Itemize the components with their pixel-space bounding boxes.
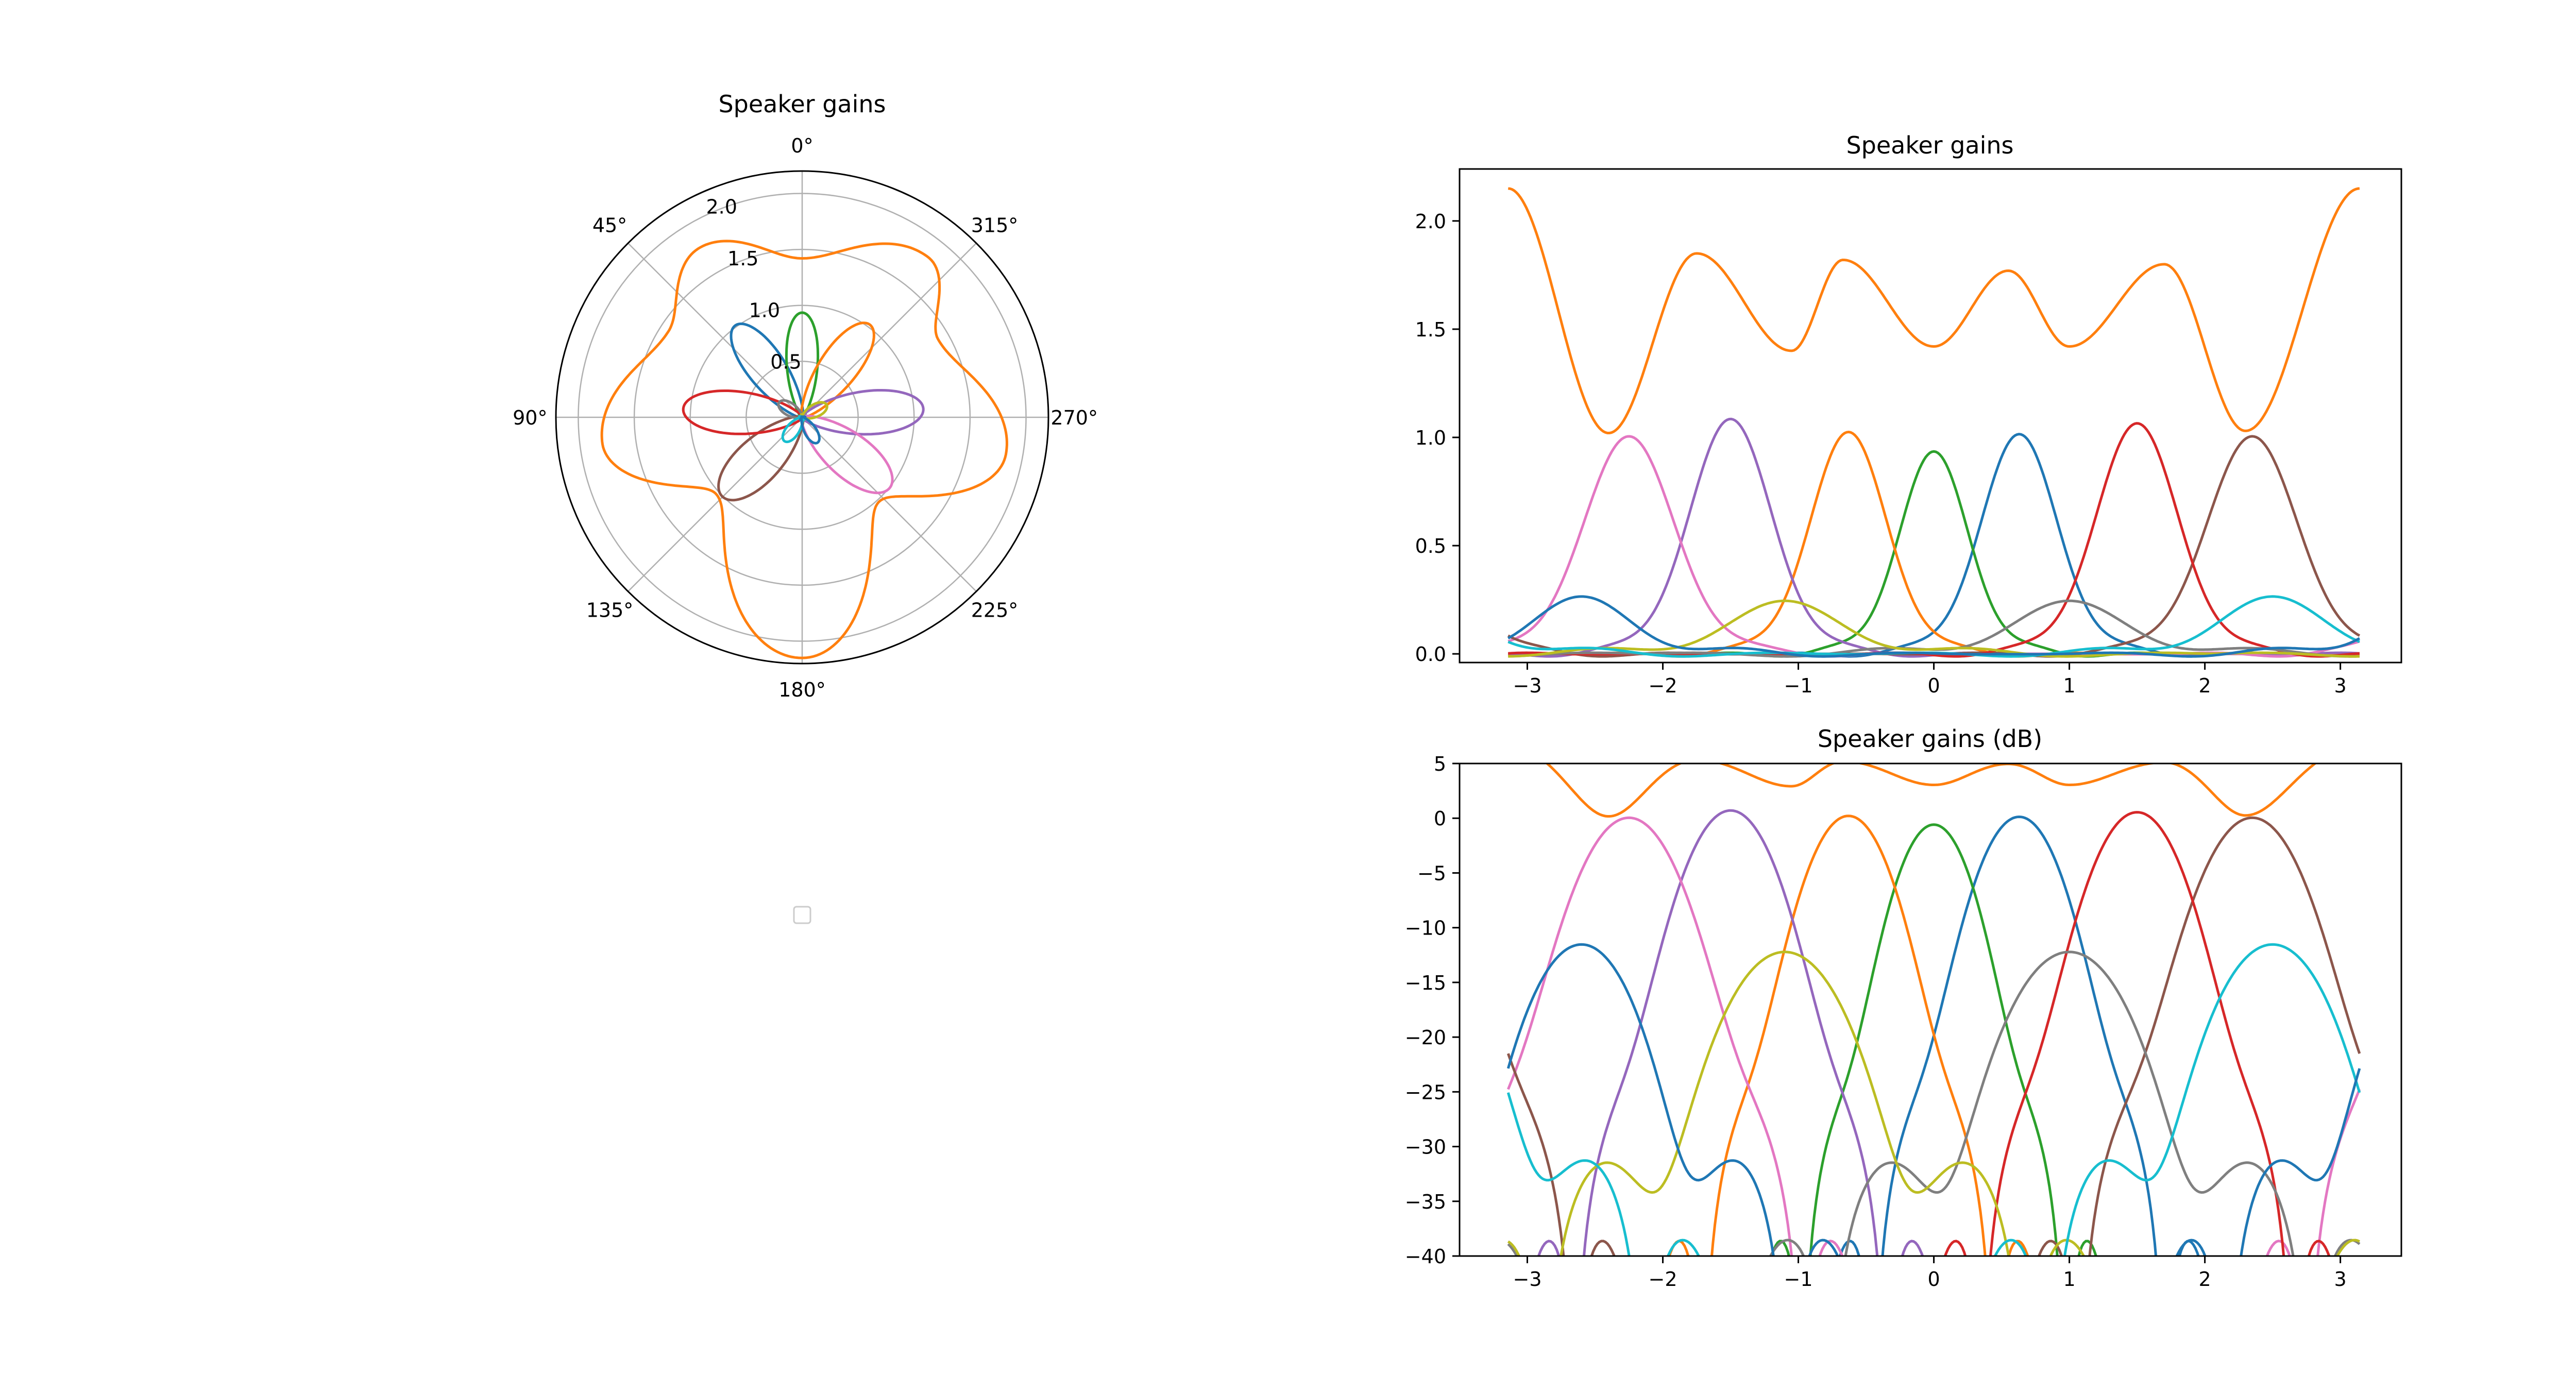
db-series-line-lobe-10 [1506,943,2361,1256]
db-x-tick-label: −3 [1513,1268,1541,1291]
db-series-line-lobe-4 [1506,816,2361,1256]
polar-series-line-lobe-9 [781,415,805,444]
polar-theta-tick-label: 90° [513,406,547,429]
db-series-line-lobe-6 [1943,811,2331,1256]
db-y-tick-label: −5 [1417,862,1446,885]
gain-y-tick-label: 0.0 [1415,643,1446,666]
db-y-tick-label: 0 [1434,807,1446,830]
gain-y-tick-label: 1.5 [1415,318,1446,341]
gain-y-tick-label: 0.5 [1415,535,1446,557]
polar-r-tick-label: 1.0 [749,299,780,321]
db-series-line-lobe-3 [1537,809,1924,1256]
gain-x-tick-label: 0 [1927,674,1940,697]
gain-series-line-sum [1507,187,2360,434]
polar-plot: Speaker gains 0.5 1.0 1.5 2.0 0° 45° 90° 135° 1… [513,90,1098,924]
db-x-tick-label: 2 [2199,1268,2211,1291]
db-series [1506,764,2361,1256]
gain-plot: Speaker gains −3 −2 −1 0 1 2 3 0.0 0.5 1.0 1.5 2.0 [1415,131,2402,697]
db-x-tick-label: 0 [1927,1268,1940,1291]
gain-series-line-lobe-8 [1508,599,2360,658]
db-y-tick-label: −10 [1405,917,1446,940]
polar-series-line-sum [600,240,1008,659]
db-x-tick-label: 3 [2334,1268,2347,1291]
gain-x-tick-label: 2 [2199,674,2211,697]
gain-plot-frame [1459,168,2402,664]
polar-theta-tick-label: 45° [592,214,627,237]
db-y-tick-label: −15 [1405,972,1446,994]
db-y-tick-label: 5 [1434,753,1446,775]
db-x-tick-label: −1 [1784,1268,1813,1291]
db-x-tick-label: −2 [1649,1268,1677,1291]
polar-r-ticks: 0.5 1.0 1.5 2.0 [706,196,801,374]
gain-plot-title: Speaker gains [1846,131,2013,159]
polar-theta-gridline [628,417,803,592]
db-y-tick-label: −35 [1405,1191,1446,1213]
db-y-tick-label: −40 [1405,1245,1446,1268]
db-y-ticks: 5 0 −5 −10 −15 −20 −25 −30 −35 −40 [1405,753,1460,1268]
polar-r-tick-label: 1.5 [727,247,758,270]
gain-y-ticks: 0.0 0.5 1.0 1.5 2.0 [1415,210,1460,666]
polar-theta-ticks: 0° 45° 90° 135° 180° 225° 270° 315° [513,134,1098,701]
polar-r-tick-label: 2.0 [706,196,737,218]
db-series-line-lobe-7 [1507,951,2361,1256]
gain-series [1507,187,2361,658]
polar-theta-tick-label: 270° [1050,406,1098,429]
gain-x-tick-label: −1 [1784,674,1813,697]
gain-x-tick-label: 1 [2063,674,2076,697]
polar-theta-tick-label: 0° [791,134,813,157]
gain-y-tick-label: 1.0 [1415,427,1446,449]
gain-x-tick-label: −2 [1649,674,1677,697]
db-series-line-lobe-8 [1507,951,2360,1256]
polar-theta-tick-label: 180° [778,678,826,701]
db-x-ticks: −3 −2 −1 0 1 2 3 [1513,1256,2347,1291]
empty-legend [793,906,811,924]
polar-r-tick-label: 0.5 [770,351,801,374]
db-y-tick-label: −30 [1405,1136,1446,1159]
db-x-tick-label: 1 [2063,1268,2076,1291]
gain-x-ticks: −3 −2 −1 0 1 2 3 [1513,663,2347,697]
db-plot-title: Speaker gains (dB) [1818,725,2042,753]
gain-x-tick-label: 3 [2334,674,2347,697]
polar-theta-tick-label: 315° [971,214,1019,237]
db-y-tick-label: −25 [1405,1081,1446,1104]
polar-frame [555,170,1049,665]
gain-x-tick-label: −3 [1513,674,1541,697]
db-series-line-lobe-9 [1506,943,2361,1256]
polar-series-line-lobe-10 [799,415,821,445]
db-series-line-sum [1545,764,2317,818]
gain-series-line-lobe-10 [1507,595,2361,658]
polar-title: Speaker gains [718,90,886,118]
polar-grid [556,171,1048,664]
polar-theta-gridline [802,243,977,418]
gain-y-tick-label: 2.0 [1415,210,1446,233]
polar-theta-tick-label: 135° [586,599,634,621]
db-series-line-lobe-2 [1668,815,2029,1256]
polar-theta-tick-label: 225° [971,599,1019,621]
db-series-line-lobe-5 [1506,816,2361,1256]
db-plot-frame [1459,762,2402,1257]
db-y-tick-label: −20 [1405,1026,1446,1049]
polar-theta-gridline [628,243,803,418]
polar-series [600,240,1008,659]
polar-theta-gridline [802,417,977,592]
db-plot: Speaker gains (dB) −3 −2 −1 0 1 2 3 50−5−10−15… [1405,725,2402,1291]
db-series-line-lobe-1 [1770,823,2097,1256]
